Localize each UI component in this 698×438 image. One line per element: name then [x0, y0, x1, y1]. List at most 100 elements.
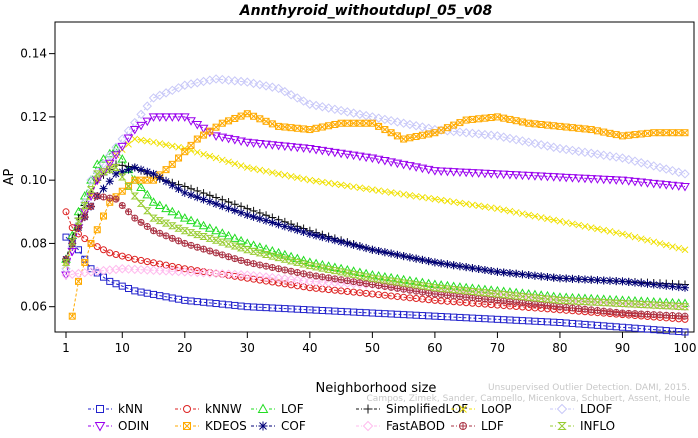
data-point	[311, 145, 321, 155]
data-point	[68, 312, 76, 320]
data-point	[449, 286, 458, 294]
data-point	[273, 247, 284, 257]
data-point	[599, 276, 608, 285]
data-point	[193, 231, 202, 239]
data-point	[418, 282, 427, 290]
data-point	[643, 301, 652, 309]
data-point	[229, 233, 240, 242]
data-point	[61, 271, 71, 281]
data-point	[105, 166, 114, 174]
data-point	[624, 299, 634, 309]
data-point	[112, 280, 120, 288]
data-point	[443, 285, 452, 293]
data-point	[386, 277, 396, 285]
data-point	[323, 103, 334, 113]
data-point	[473, 129, 484, 139]
data-point	[424, 283, 433, 291]
data-point	[306, 176, 314, 184]
data-point	[367, 154, 378, 164]
data-point	[61, 264, 71, 274]
data-point	[675, 312, 683, 320]
data-point	[250, 260, 258, 268]
data-point	[425, 289, 433, 297]
legend-item: KDEOS	[175, 419, 247, 433]
data-point	[617, 153, 628, 163]
data-point	[106, 277, 114, 285]
y-axis-label: AP	[2, 168, 17, 185]
data-point	[237, 208, 246, 217]
data-point	[143, 176, 151, 184]
data-point	[174, 224, 183, 232]
data-point	[287, 224, 296, 233]
data-point	[81, 213, 89, 221]
data-point	[443, 260, 452, 269]
data-point	[218, 202, 227, 211]
data-point	[300, 270, 308, 278]
data-point	[674, 283, 683, 292]
data-point	[248, 78, 259, 89]
legend-label: LOF	[281, 402, 304, 416]
data-point	[104, 159, 115, 169]
data-point	[206, 247, 214, 255]
data-point	[112, 195, 120, 203]
data-point	[286, 251, 296, 261]
data-point	[255, 79, 265, 90]
data-point	[436, 167, 447, 176]
data-point	[67, 247, 78, 257]
data-point	[431, 195, 439, 203]
data-point	[517, 171, 528, 181]
data-point	[619, 230, 626, 238]
data-point	[587, 275, 596, 284]
data-point	[580, 298, 590, 306]
data-point	[304, 145, 315, 154]
data-point	[587, 298, 596, 306]
data-point	[550, 302, 558, 310]
data-point	[336, 149, 346, 159]
data-point	[480, 266, 489, 274]
data-point	[325, 179, 332, 187]
data-point	[644, 236, 651, 244]
data-point	[481, 114, 489, 122]
data-point	[129, 126, 140, 135]
data-point	[124, 165, 133, 174]
data-point	[537, 214, 545, 221]
data-point	[537, 301, 545, 309]
data-point	[487, 266, 496, 275]
data-point	[81, 258, 89, 266]
data-point	[230, 269, 240, 280]
data-point	[156, 140, 164, 147]
data-point	[505, 291, 515, 299]
data-point	[662, 302, 671, 310]
data-point	[593, 298, 602, 306]
data-point	[493, 296, 501, 304]
data-point	[342, 150, 353, 160]
data-point	[468, 264, 477, 273]
data-point	[630, 278, 639, 287]
legend-item: COF	[251, 419, 306, 433]
data-point	[136, 109, 146, 120]
data-point	[587, 224, 595, 231]
x-tick-label: 100	[674, 341, 697, 355]
data-point	[380, 248, 389, 257]
data-point	[617, 298, 628, 309]
data-point	[123, 134, 134, 143]
data-point	[118, 173, 127, 181]
data-point	[130, 163, 139, 172]
data-point	[436, 284, 446, 292]
data-point	[531, 300, 539, 308]
data-point	[118, 252, 126, 260]
data-point	[443, 124, 451, 132]
data-point	[673, 182, 684, 191]
data-point	[200, 245, 208, 253]
data-point	[612, 277, 621, 286]
data-point	[493, 267, 502, 276]
data-point	[149, 169, 158, 178]
data-point	[224, 204, 233, 213]
data-point	[650, 311, 658, 319]
x-tick-label: 30	[240, 341, 255, 355]
data-point	[524, 271, 533, 280]
data-point	[487, 296, 495, 304]
data-point	[387, 249, 396, 258]
data-point	[618, 277, 627, 286]
data-point	[242, 138, 253, 148]
